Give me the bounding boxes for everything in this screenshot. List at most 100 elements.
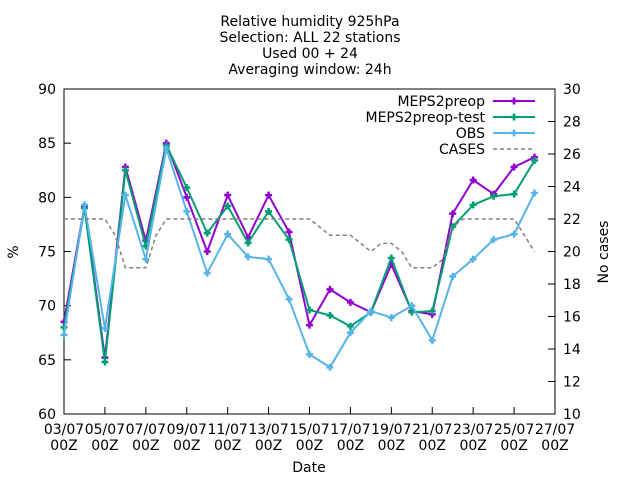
data-point [469,176,477,184]
legend-item: CASES [439,142,535,158]
x-tick-label: 00Z [214,438,241,454]
data-point [387,314,395,322]
data-point [326,311,334,319]
data-point [367,307,375,315]
data-point [244,253,252,261]
y-tick-label: 70 [38,299,56,315]
data-point [142,255,150,263]
y-tick-label: 90 [38,82,56,98]
x-tick-label: 00Z [541,438,568,454]
data-point [408,308,416,316]
data-point [306,321,313,329]
data-point [346,322,354,330]
y-axis-label: % [6,245,22,258]
data-point [183,193,191,201]
data-point [265,255,273,263]
y2-tick-label: 30 [563,82,581,98]
y2-tick-label: 16 [563,310,581,326]
legend-item: OBS [456,126,535,142]
title-line: Used 00 + 24 [262,46,358,62]
data-point [469,201,477,209]
data-point [285,295,293,303]
x-tick-label: 25/07 [494,422,534,438]
title-line: Selection: ALL 22 stations [219,30,400,46]
series-obs [60,145,539,371]
y-tick-label: 85 [38,136,56,152]
y2-tick-label: 10 [563,407,581,423]
x-tick-label: 00Z [50,438,77,454]
data-point [306,350,313,358]
title-line: Relative humidity 925hPa [220,14,399,30]
data-point [121,166,129,174]
data-point [224,191,232,199]
data-point [326,285,334,293]
y2-tick-label: 22 [563,212,581,228]
x-axis-label: Date [292,460,325,476]
data-point [428,307,436,315]
legend-label: OBS [456,126,485,142]
data-point [121,191,129,199]
x-tick-label: 00Z [459,438,486,454]
y2-tick-label: 20 [563,245,581,261]
x-tick-label: 15/07 [289,422,329,438]
y2-tick-label: 24 [563,180,581,196]
data-point [510,97,518,105]
data-point [162,145,170,153]
series-meps2preop-test [60,141,539,366]
data-point [469,255,477,263]
y2-tick-label: 26 [563,147,581,163]
legend-label: CASES [439,142,485,158]
y-tick-label: 80 [38,190,56,206]
data-point [490,192,498,200]
series-line [64,218,536,269]
x-tick-label: 00Z [173,438,200,454]
x-tick-label: 13/07 [248,422,288,438]
data-point [101,324,109,332]
data-point [224,202,232,210]
series-lines [60,139,539,371]
legend-item: MEPS2preop-test [366,110,535,126]
data-point [224,230,232,238]
data-point [449,272,457,280]
legend-item: MEPS2preop [397,94,535,110]
x-tick-label: 00Z [296,438,323,454]
data-point [244,239,252,247]
x-tick-label: 00Z [419,438,446,454]
data-point [203,229,211,237]
x-tick-label: 03/07 [44,422,84,438]
x-tick-label: 00Z [378,438,405,454]
data-point [60,331,68,339]
x-tick-label: 09/07 [167,422,207,438]
y-tick-label: 75 [38,245,56,261]
series-line [63,144,536,363]
series-line [63,142,535,359]
x-tick-label: 00Z [500,438,527,454]
series-line [63,147,536,369]
legend-label: MEPS2preop-test [366,110,486,126]
data-point [346,329,354,337]
series-cases [64,218,536,269]
x-tick-label: 21/07 [412,422,452,438]
data-point [387,254,395,262]
y2-tick-label: 12 [563,375,581,391]
data-point [449,210,457,218]
x-tick-label: 23/07 [453,422,493,438]
data-point [183,184,191,192]
data-point [346,298,354,306]
data-point [101,358,109,366]
data-point [285,236,293,244]
y-tick-label: 65 [38,353,56,369]
data-point [408,302,416,310]
data-point [490,236,498,244]
x-tick-label: 19/07 [371,422,411,438]
x-tick-label: 17/07 [330,422,370,438]
x-tick-label: 07/07 [126,422,166,438]
x-tick-label: 00Z [132,438,159,454]
axes: 60 65 70 75 80 85 90 10 12 14 16 18 20 22 24 26 28 30 03/0… [6,82,612,476]
x-tick-label: 00Z [337,438,364,454]
data-point [203,269,211,277]
data-point [203,248,211,255]
